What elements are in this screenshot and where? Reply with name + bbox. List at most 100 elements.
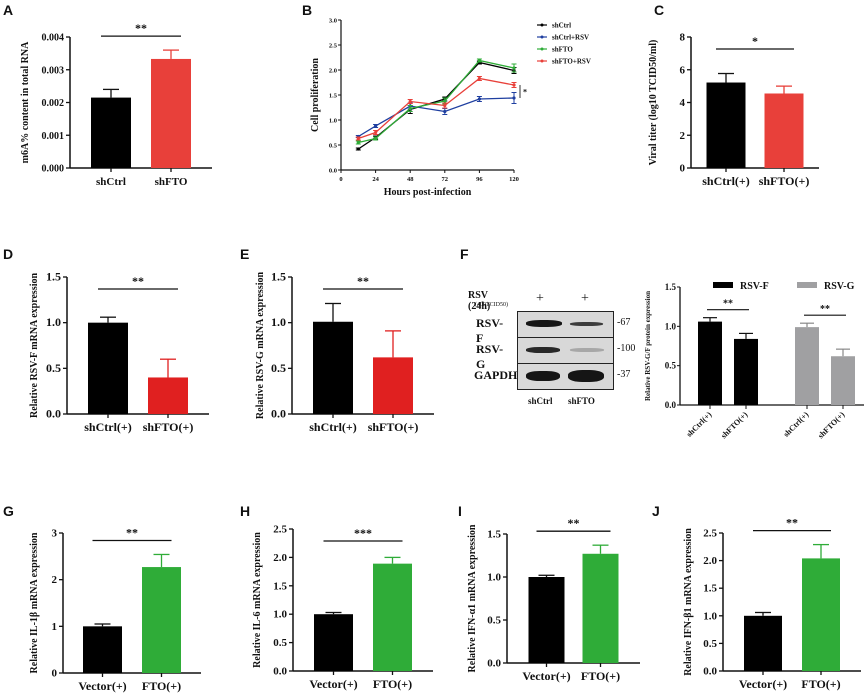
- chart-E-category-label: shFTO(+): [368, 420, 419, 434]
- chart-G-y-label: Relative IL-1β mRNA expression: [29, 532, 40, 673]
- chart-B-legend-label: shFTO+RSV: [552, 58, 591, 66]
- blot-band: [526, 371, 560, 381]
- chart-G-category-label: FTO(+): [142, 679, 181, 693]
- chart-B-x-tick-label: 0: [339, 176, 342, 183]
- chart-C-y-tick-label: 2: [680, 130, 686, 142]
- chart-B-y-tick-label: 1.0: [329, 118, 337, 125]
- chart-H-y-tick-label: 2.5: [273, 524, 287, 536]
- chart-B-legend-label: shCtrl: [552, 22, 571, 30]
- chart-B-series-line-1: [357, 97, 515, 138]
- chart-F-category-label: shFTO(+): [719, 410, 749, 440]
- chart-F-bar-1-1: [831, 356, 855, 405]
- chart-A-y-tick-label: 0.004: [42, 33, 65, 44]
- chart-C-bar-1: [764, 93, 804, 168]
- chart-F-y-tick-label: 1.0: [665, 321, 677, 331]
- chart-B-point-3-2: [408, 99, 412, 104]
- wb-condition-label: RSV (24h): [468, 290, 491, 312]
- chart-B-point-3-5: [512, 83, 516, 87]
- chart-B-point-0-0: [356, 147, 360, 151]
- chart-H-y-tick-label: 0.0: [273, 666, 287, 678]
- chart-G-bar-1: [142, 567, 181, 673]
- chart-C-y-label: Viral titer (log10 TCID50/ml): [648, 40, 659, 166]
- chart-G-y-tick-label: 3: [52, 528, 58, 540]
- chart-A-bar-0: [91, 97, 131, 168]
- chart-B-point-2-1: [374, 136, 378, 141]
- chart-B-y-tick-label: 2.0: [329, 68, 337, 75]
- chart-J-bar-1: [802, 558, 840, 671]
- chart-B-x-tick-label: 120: [509, 176, 519, 183]
- blot-strip-gapdh: [517, 363, 614, 390]
- chart-F-y-tick-label: 0.5: [665, 361, 677, 371]
- panel-label-d: D: [3, 246, 14, 262]
- chart-I-category-label: FTO(+): [581, 669, 620, 683]
- chart-B-y-tick-label: 3.0: [329, 18, 337, 25]
- chart-C-y-tick-label: 8: [680, 32, 686, 44]
- wb-row-label: RSV-G: [476, 342, 504, 371]
- panel-label-i: I: [458, 503, 462, 519]
- chart-D-significance-label: **: [132, 274, 144, 288]
- blot-band: [570, 348, 604, 352]
- wb-condition-sublabel: (400TCID50): [475, 302, 508, 308]
- chart-A-y-label: m6A% content in total RNA: [20, 41, 31, 163]
- chart-D-bar-1: [148, 377, 188, 414]
- panel-label-b: B: [302, 2, 313, 18]
- chart-B-legend-label: shFTO: [552, 46, 573, 54]
- chart-I-y-label: Relative IFN-α1 mRNA expression: [467, 524, 478, 672]
- chart-B-point-1-3: [443, 109, 447, 114]
- chart-B-series-line-0: [357, 61, 515, 150]
- panel-label-a: A: [3, 2, 14, 18]
- chart-C-y-tick-label: 6: [680, 64, 686, 76]
- chart-H-y-tick-label: 1.0: [273, 609, 287, 621]
- chart-B-legend-marker: [540, 59, 544, 63]
- wb-lane2-mark: +: [581, 291, 589, 306]
- chart-D-y-tick-label: 0.5: [46, 361, 61, 375]
- chart-A-y-tick-label: 0.001: [42, 131, 65, 142]
- chart-E-y-label: Relative RSV-G mRNA expression: [255, 272, 266, 420]
- chart-D-y-label: Relative RSV-F mRNA expression: [29, 273, 40, 419]
- chart-B-point-1-1: [374, 124, 378, 128]
- chart-B-point-2-5: [512, 66, 516, 70]
- blot-band: [526, 320, 562, 327]
- chart-B-point-1-5: [512, 96, 516, 100]
- chart-H-y-tick-label: 0.5: [273, 637, 287, 649]
- chart-F-bar-0-0: [698, 321, 722, 405]
- chart-J-y-label: Relative IFN-β1 mRNA expression: [683, 528, 694, 676]
- chart-B-x-tick-label: 24: [372, 176, 379, 183]
- chart-E-significance-label: **: [357, 274, 369, 288]
- chart-B-y-tick-label: 2.5: [329, 43, 338, 50]
- chart-C-bar-0: [706, 82, 746, 168]
- chart-D-y-tick-label: 0.0: [46, 407, 61, 421]
- chart-F-legend-swatch: [797, 282, 817, 288]
- chart-C-category-label: shCtrl(+): [702, 174, 750, 188]
- chart-B-x-tick-label: 72: [442, 176, 449, 183]
- chart-B-point-2-0: [356, 140, 360, 145]
- chart-F-significance-label: **: [723, 299, 733, 310]
- chart-B-significance-label: *: [523, 88, 527, 97]
- chart-E-y-tick-label: 0.5: [271, 361, 286, 375]
- chart-J-y-tick-label: 1.5: [703, 583, 717, 595]
- chart-D-bar-0: [88, 322, 128, 414]
- chart-F-legend-label: RSV-F: [740, 281, 769, 292]
- chart-F-legend-swatch: [713, 282, 733, 288]
- chart-D-category-label: shCtrl(+): [84, 420, 132, 434]
- chart-A-category-label: shFTO: [155, 176, 188, 188]
- wb-kda: -100: [617, 343, 636, 354]
- chart-B-point-2-2: [408, 106, 412, 111]
- wb-row-label: GAPDH: [474, 368, 518, 382]
- chart-A-y-tick-label: 0.003: [42, 65, 65, 76]
- chart-J-category-label: FTO(+): [801, 677, 840, 691]
- chart-H-significance-label: ***: [354, 526, 372, 540]
- chart-G-y-tick-label: 0: [52, 668, 58, 680]
- chart-H-bar-1: [373, 563, 412, 671]
- panel-label-e: E: [240, 246, 250, 262]
- chart-E-category-label: shCtrl(+): [309, 420, 357, 434]
- chart-B-series-line-3: [358, 77, 515, 140]
- chart-A-y-tick-label: 0.002: [42, 98, 65, 109]
- chart-B-point-2-4: [477, 58, 481, 63]
- chart-G-y-tick-label: 1: [52, 621, 58, 633]
- chart-F-bar-0-1: [734, 338, 758, 405]
- chart-G-significance-label: **: [126, 525, 138, 539]
- chart-I-bar-0: [528, 577, 565, 663]
- chart-J-significance-label: **: [786, 516, 798, 530]
- chart-F-category-label: shFTO(+): [816, 410, 846, 440]
